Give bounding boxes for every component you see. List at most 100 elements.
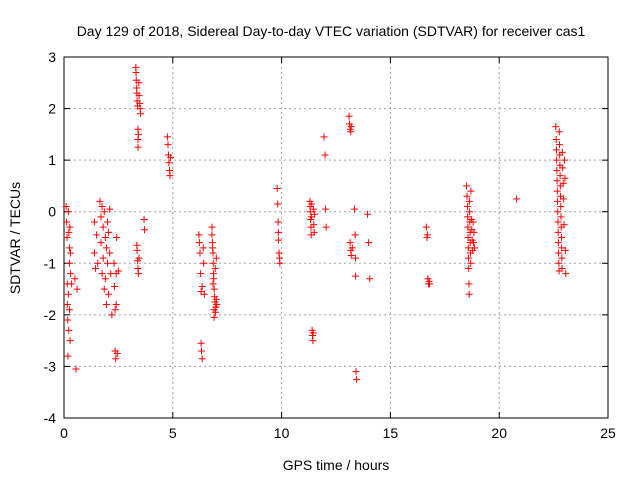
y-tick-label: 3	[48, 49, 56, 65]
data-point	[196, 249, 204, 257]
data-point	[562, 270, 570, 278]
data-point	[558, 148, 566, 156]
data-point	[113, 350, 121, 358]
data-point	[67, 249, 75, 257]
data-point	[111, 306, 119, 314]
data-point	[560, 156, 568, 164]
data-point	[65, 326, 73, 334]
data-point	[559, 179, 567, 187]
data-point	[555, 128, 563, 136]
data-point	[195, 239, 203, 247]
data-point	[552, 146, 560, 154]
data-point	[352, 272, 360, 280]
data-point	[513, 195, 521, 203]
data-point	[134, 270, 142, 278]
y-tick-label: -3	[44, 358, 57, 374]
data-point	[195, 231, 203, 239]
data-point	[554, 197, 562, 205]
data-point	[274, 228, 282, 236]
data-point	[209, 259, 217, 267]
data-point	[465, 280, 473, 288]
data-point	[346, 239, 354, 247]
data-point	[105, 228, 113, 236]
data-point	[274, 218, 282, 226]
data-point	[556, 172, 564, 180]
data-point	[464, 244, 472, 252]
data-point	[210, 275, 218, 283]
data-point	[465, 254, 473, 262]
y-tick-label: 0	[48, 204, 56, 220]
data-point	[467, 259, 475, 267]
data-point	[200, 290, 208, 298]
data-point	[276, 259, 284, 267]
data-point	[135, 254, 143, 262]
data-point	[210, 313, 218, 321]
data-point	[98, 270, 106, 278]
data-point	[558, 254, 566, 262]
data-point	[64, 352, 72, 360]
data-point	[557, 213, 565, 221]
data-point	[274, 200, 282, 208]
data-point	[553, 166, 561, 174]
y-tick-label: 2	[48, 101, 56, 117]
x-tick-label: 25	[600, 425, 616, 441]
data-point	[275, 236, 283, 244]
data-point	[66, 223, 74, 231]
data-point	[62, 203, 70, 211]
data-point	[347, 123, 355, 131]
data-point	[554, 239, 562, 247]
data-point	[65, 244, 73, 252]
data-points	[62, 63, 570, 383]
data-point	[141, 226, 149, 234]
data-point	[322, 205, 330, 213]
data-point	[64, 290, 72, 298]
data-point	[105, 290, 113, 298]
data-point	[113, 234, 121, 241]
x-tick-label: 0	[60, 425, 68, 441]
data-point	[104, 218, 112, 226]
data-point	[211, 264, 219, 272]
data-point	[553, 187, 561, 195]
data-point	[102, 244, 110, 252]
data-point	[166, 172, 174, 180]
data-point	[65, 306, 73, 314]
data-point	[163, 133, 171, 141]
data-point	[553, 156, 561, 164]
data-point	[469, 218, 477, 226]
data-point	[104, 259, 112, 267]
data-point	[209, 280, 217, 288]
data-point	[210, 285, 218, 293]
data-point	[311, 210, 319, 218]
x-axis-label: GPS time / hours	[283, 457, 390, 473]
data-point	[553, 177, 561, 185]
data-point	[555, 259, 563, 267]
data-point	[165, 159, 173, 167]
x-axis: 0 5 10 15 20 25	[60, 57, 616, 441]
data-point	[423, 231, 431, 239]
data-point	[345, 112, 353, 120]
data-point	[466, 208, 474, 216]
data-point	[561, 174, 569, 182]
data-point	[63, 218, 71, 226]
data-point	[94, 259, 102, 267]
data-point	[97, 213, 105, 221]
chart-title: Day 129 of 2018, Sidereal Day-to-day VTE…	[77, 23, 586, 39]
data-point	[108, 311, 116, 319]
data-point	[465, 264, 473, 272]
data-point	[67, 270, 75, 278]
data-point	[209, 249, 217, 257]
data-point	[552, 136, 560, 144]
data-point	[554, 208, 562, 216]
data-point	[137, 110, 145, 118]
data-point	[197, 270, 205, 278]
y-axis-label: SDTVAR / TECUs	[7, 182, 23, 294]
x-tick-label: 20	[491, 425, 507, 441]
y-tick-label: -4	[44, 410, 57, 426]
data-point	[309, 329, 317, 337]
data-point	[200, 259, 208, 267]
data-point	[114, 267, 122, 275]
data-point	[352, 254, 360, 262]
data-point	[73, 285, 81, 293]
data-point	[66, 337, 74, 345]
grid	[64, 57, 608, 418]
